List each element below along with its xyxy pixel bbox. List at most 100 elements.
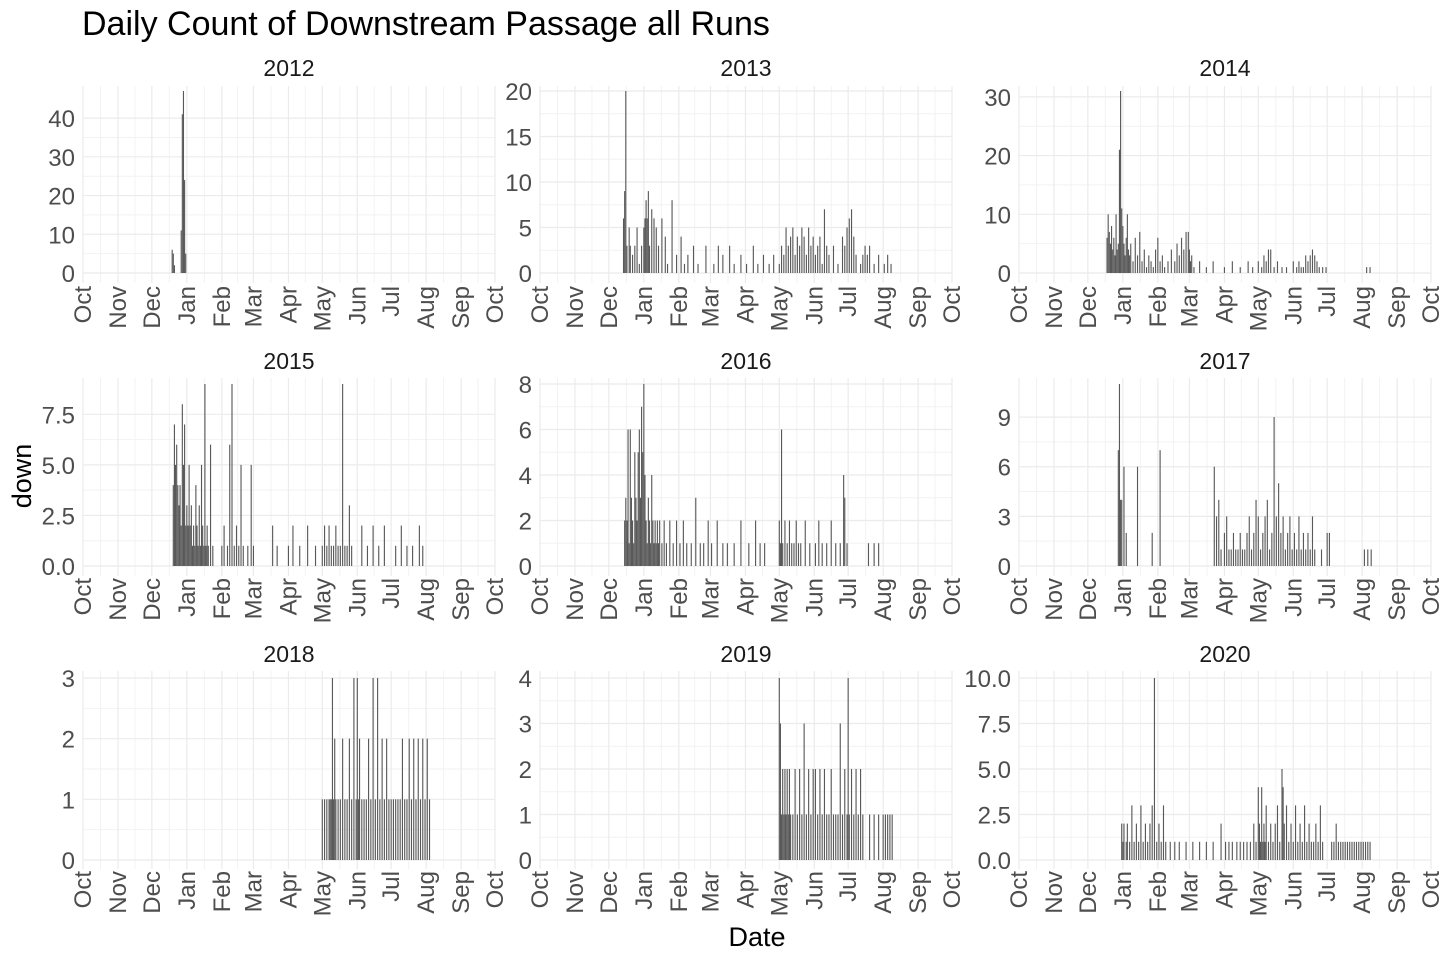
bar xyxy=(740,254,742,273)
bar xyxy=(204,384,206,566)
bar xyxy=(1315,823,1317,860)
bar xyxy=(386,738,388,860)
bar xyxy=(1272,841,1274,860)
bar xyxy=(1301,841,1303,860)
bar xyxy=(1123,466,1125,566)
bar xyxy=(848,218,850,273)
bar xyxy=(864,245,866,273)
x-tick-label: Mar xyxy=(697,871,724,912)
bar xyxy=(1148,255,1150,273)
bar xyxy=(233,545,235,566)
bar xyxy=(187,525,189,566)
bar xyxy=(181,114,183,273)
bar xyxy=(890,263,892,273)
bar xyxy=(1297,841,1299,860)
bar xyxy=(1185,231,1187,273)
bar xyxy=(784,520,786,566)
bar xyxy=(1113,237,1115,273)
y-tick-label: 2.5 xyxy=(42,503,75,530)
x-tick-label: Oct xyxy=(482,578,509,616)
bar xyxy=(634,245,636,273)
bar xyxy=(1265,261,1267,273)
bar xyxy=(794,769,796,860)
bar xyxy=(383,525,385,566)
bar xyxy=(1358,841,1360,860)
bar xyxy=(1317,841,1319,860)
bar xyxy=(1220,823,1222,860)
bar xyxy=(645,200,647,273)
x-tick-label: Oct xyxy=(1418,871,1440,909)
bar xyxy=(629,429,631,566)
bar xyxy=(250,464,252,566)
bar xyxy=(809,543,811,566)
bar xyxy=(846,227,848,273)
bar xyxy=(1246,841,1248,860)
x-tick-label: Nov xyxy=(105,578,132,621)
bar xyxy=(878,543,880,566)
bar xyxy=(1331,841,1333,860)
bar xyxy=(1319,805,1321,860)
panel-grid xyxy=(1018,86,1432,283)
bar xyxy=(891,814,893,860)
bar xyxy=(185,253,187,273)
bar xyxy=(1278,483,1280,566)
bar xyxy=(186,505,188,566)
bar xyxy=(846,543,848,566)
x-tick-label: Jun xyxy=(1280,578,1307,617)
x-tick-label: Dec xyxy=(1075,871,1102,914)
bar xyxy=(808,769,810,860)
bar xyxy=(779,723,781,860)
bar xyxy=(780,429,783,566)
x-tick-label: Oct xyxy=(939,578,966,616)
bar xyxy=(826,543,828,566)
bar xyxy=(627,429,629,566)
x-tick-label: Oct xyxy=(482,286,509,324)
bar xyxy=(1121,823,1123,860)
bar xyxy=(337,799,339,860)
x-tick-label: Apr xyxy=(275,871,302,908)
bar xyxy=(648,520,651,566)
bar xyxy=(231,384,233,566)
bar xyxy=(679,543,681,566)
bar xyxy=(390,799,392,860)
bar xyxy=(823,209,826,273)
x-tick-label: Oct xyxy=(1006,578,1033,616)
bar xyxy=(729,245,731,273)
bar xyxy=(356,678,358,860)
facet-strip-label: 2017 xyxy=(1199,348,1250,374)
bar xyxy=(357,799,359,860)
x-tick-label: Mar xyxy=(240,578,267,619)
bar xyxy=(676,254,678,273)
bar xyxy=(1123,243,1125,273)
y-tick-label: 7.5 xyxy=(42,402,75,429)
bar xyxy=(676,520,678,566)
bar xyxy=(882,814,884,860)
bar xyxy=(792,227,794,273)
bar xyxy=(703,543,705,566)
facet-panel-2014: 2014 0 10 20 30 Oct Nov Dec Jan Feb Mar Apr May Jun Ju… xyxy=(984,55,1440,331)
x-tick-label: May xyxy=(766,286,793,331)
x-tick-label: Oct xyxy=(482,871,509,909)
bar xyxy=(1263,255,1265,273)
bar xyxy=(395,545,397,566)
bar xyxy=(361,799,363,860)
bar xyxy=(853,236,855,273)
bar xyxy=(1264,516,1266,566)
x-tick-label: Apr xyxy=(732,871,759,908)
bar xyxy=(873,814,875,860)
bar xyxy=(348,738,350,860)
bar xyxy=(1117,243,1119,273)
bar xyxy=(1157,237,1159,273)
bar xyxy=(426,738,428,860)
bar xyxy=(832,814,835,860)
bar xyxy=(1262,841,1264,860)
bar xyxy=(1140,805,1142,860)
y-tick-label: 20 xyxy=(48,184,75,211)
bar xyxy=(814,543,816,566)
bar xyxy=(810,814,812,860)
y-axis-title: down xyxy=(7,444,37,509)
y-tick-label: 20 xyxy=(505,79,532,106)
bar xyxy=(353,678,355,860)
bar xyxy=(1139,231,1141,273)
bar xyxy=(1349,841,1351,860)
